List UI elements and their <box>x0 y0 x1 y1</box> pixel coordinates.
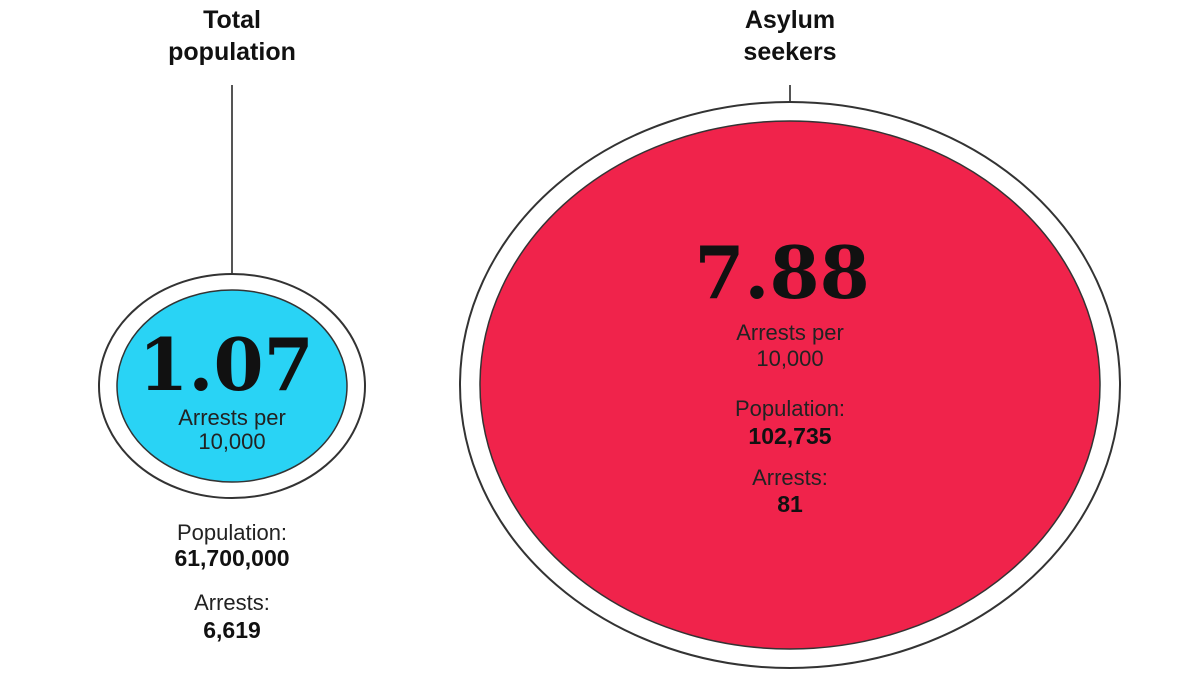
total-title-line1: Total <box>203 6 261 34</box>
asylum-title-line2: seekers <box>743 38 836 66</box>
total-arrests-value: 6,619 <box>203 617 261 643</box>
total-population-group: Total population 1.07 Arrests per 10,000… <box>98 6 366 643</box>
total-title-line2: population <box>168 38 296 66</box>
asylum-arrests-label: Arrests: <box>752 465 828 490</box>
total-arrests-label: Arrests: <box>194 590 270 615</box>
asylum-bubble <box>479 120 1101 650</box>
total-population-label: Population: <box>177 520 287 545</box>
asylum-arrests-value: 81 <box>777 491 803 517</box>
total-bubble <box>116 289 348 483</box>
asylum-rate-unit-line1: Arrests per <box>736 320 844 345</box>
asylum-title-line1: Asylum <box>745 6 835 34</box>
asylum-population-label: Population: <box>735 396 845 421</box>
asylum-population-value: 102,735 <box>748 423 831 449</box>
total-population-value: 61,700,000 <box>174 545 289 571</box>
asylum-seekers-group: Asylum seekers 7.88 Arrests per 10,000 P… <box>459 6 1121 669</box>
asylum-rate: 7.88 <box>694 230 869 315</box>
total-rate: 1.07 <box>138 322 313 407</box>
total-rate-unit-line1: Arrests per <box>178 405 286 430</box>
total-rate-unit-line2: 10,000 <box>198 429 265 454</box>
asylum-rate-unit-line2: 10,000 <box>756 346 823 371</box>
